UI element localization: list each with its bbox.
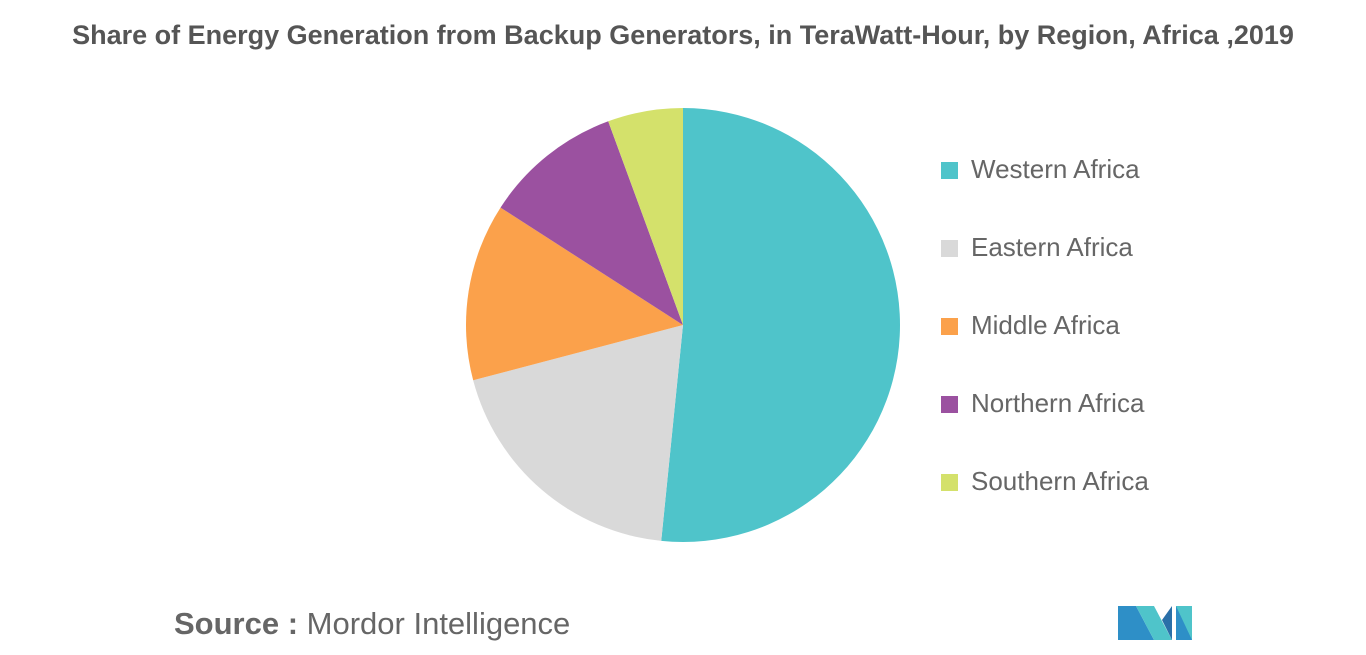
legend-swatch (941, 474, 958, 491)
legend-swatch (941, 396, 958, 413)
legend-swatch (941, 318, 958, 335)
pie-slice (608, 108, 683, 325)
pie-slice (466, 207, 683, 381)
source-text: Mordor Intelligence (306, 606, 571, 641)
legend-swatch (941, 162, 958, 179)
legend-label: Southern Africa (971, 466, 1149, 496)
source-label: Source : (174, 606, 299, 641)
pie-slice (661, 108, 901, 542)
logo (1118, 606, 1192, 640)
legend-label: Northern Africa (971, 388, 1145, 418)
chart-title: Share of Energy Generation from Backup G… (72, 20, 1294, 50)
legend-label: Eastern Africa (971, 232, 1133, 262)
source: Source : Mordor Intelligence (174, 606, 570, 642)
legend-label: Middle Africa (971, 310, 1120, 340)
pie-slice (473, 325, 683, 541)
legend-swatch (941, 240, 958, 257)
legend-label: Western Africa (971, 154, 1140, 184)
pie-slice (500, 121, 683, 325)
